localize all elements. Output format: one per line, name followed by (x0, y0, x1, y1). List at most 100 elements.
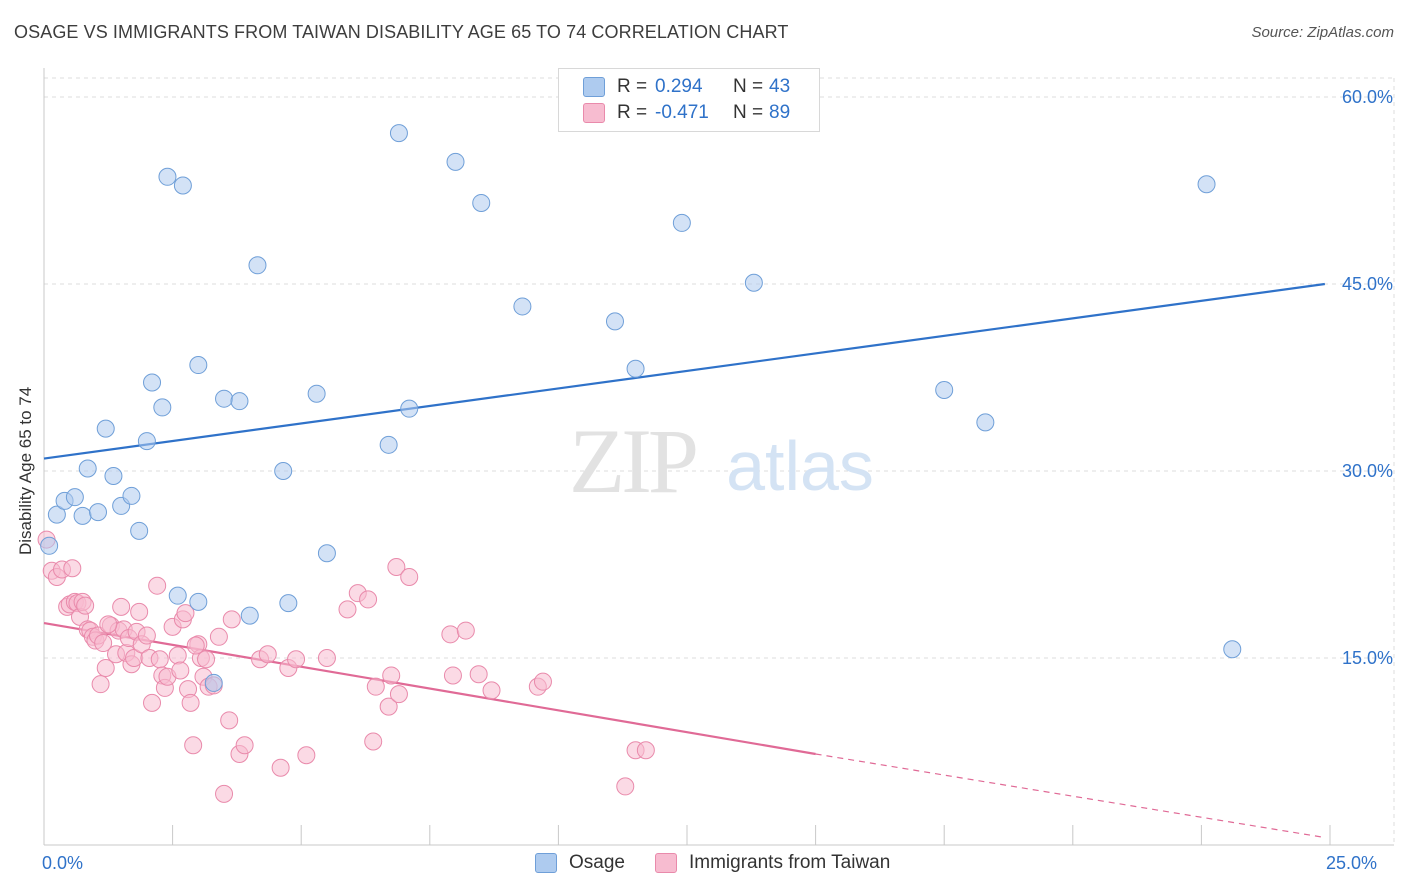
osage-point (379, 435, 398, 454)
taiwan-point (171, 661, 190, 680)
osage-point (65, 488, 84, 507)
taiwan-point (176, 604, 195, 623)
taiwan-trend-line (43, 622, 816, 756)
taiwan-swatch (583, 103, 605, 123)
taiwan-point (181, 693, 200, 712)
taiwan-point (359, 590, 378, 609)
taiwan-point (400, 567, 419, 586)
taiwan-point (222, 610, 241, 629)
legend-item-osage[interactable]: Osage (535, 852, 625, 874)
taiwan-point (636, 741, 655, 760)
taiwan-point (443, 666, 462, 685)
osage-point (130, 521, 149, 540)
osage-point (40, 536, 59, 555)
osage-point (215, 389, 234, 408)
taiwan-point (130, 602, 149, 621)
osage-point (89, 503, 108, 522)
taiwan-point (441, 625, 460, 644)
stats-legend-row-osage: R = 0.294 N = 43 (583, 74, 790, 100)
taiwan-point (220, 711, 239, 730)
chart-title: OSAGE VS IMMIGRANTS FROM TAIWAN DISABILI… (14, 22, 789, 42)
osage-point (976, 413, 995, 432)
osage-point (307, 384, 326, 403)
taiwan-point (469, 665, 488, 684)
taiwan-point (143, 693, 162, 712)
osage-point (279, 594, 298, 613)
osage-point (472, 193, 491, 212)
osage-swatch (583, 77, 605, 97)
taiwan-point (209, 627, 228, 646)
trend-lines (43, 282, 1326, 839)
taiwan-point (382, 666, 401, 685)
watermark-atlas: atlas (726, 427, 874, 505)
taiwan-point (94, 634, 113, 653)
osage-legend-swatch (535, 853, 557, 873)
osage-point (122, 486, 141, 505)
osage-point (137, 432, 156, 451)
grid-lines (44, 77, 1395, 845)
taiwan-point (112, 597, 131, 616)
osage-point (274, 462, 293, 480)
osage-point (744, 273, 763, 292)
data-points (37, 124, 1242, 803)
osage-trend-line (43, 282, 1326, 460)
taiwan-point (91, 675, 110, 694)
taiwan-point (616, 777, 635, 796)
taiwan-point (317, 649, 336, 667)
legend-item-taiwan[interactable]: Immigrants from Taiwan (655, 852, 890, 874)
legend-label-osage: Osage (569, 852, 625, 873)
taiwan-point (96, 658, 115, 677)
y-tick-label: 15.0% (1342, 648, 1393, 668)
osage-point (935, 380, 954, 399)
osage-point (400, 399, 419, 418)
osage-point (513, 297, 532, 316)
taiwan-point (482, 681, 501, 700)
osage-point (189, 592, 208, 611)
source-label: Source: ZipAtlas.com (1251, 24, 1394, 41)
y-tick-label: 60.0% (1342, 87, 1393, 107)
taiwan-point (387, 557, 406, 576)
osage-point (317, 544, 336, 563)
osage-point (672, 213, 691, 232)
stats-legend-row-taiwan: R = -0.471 N = 89 (583, 100, 790, 126)
taiwan-point (287, 650, 306, 669)
n-value: 89 (769, 102, 791, 123)
r-label: R = (617, 102, 648, 123)
osage-point (47, 505, 66, 524)
taiwan-point (271, 758, 290, 777)
taiwan-point (184, 736, 203, 755)
osage-point (446, 152, 465, 171)
y-tick-label: 45.0% (1342, 274, 1393, 294)
osage-point (389, 124, 408, 143)
osage-point (96, 419, 115, 438)
taiwan-point (148, 576, 167, 595)
osage-point (189, 356, 208, 375)
taiwan-point (150, 650, 169, 669)
axes (43, 68, 1394, 846)
osage-point (626, 359, 645, 378)
n-value: 43 (769, 76, 791, 97)
y-tick-labels: 15.0% 30.0% 45.0% 60.0% (1342, 87, 1393, 668)
taiwan-point (197, 650, 216, 669)
osage-point (73, 506, 92, 525)
x-tick-label-max: 25.0% (1326, 853, 1378, 873)
taiwan-point (389, 685, 408, 704)
osage-point (158, 167, 177, 186)
osage-point (153, 398, 172, 417)
osage-point (143, 373, 162, 392)
n-label: N = (733, 76, 764, 97)
taiwan-trend-extension (815, 753, 1325, 839)
osage-point (173, 176, 192, 195)
osage-point (605, 312, 624, 331)
taiwan-point (258, 645, 277, 664)
stats-legend: R = 0.294 N = 43 R = -0.471 N = 89 (558, 68, 820, 132)
taiwan-point (137, 626, 156, 645)
y-axis-label: Disability Age 65 to 74 (16, 386, 35, 555)
osage-point (240, 606, 259, 625)
taiwan-point (533, 672, 552, 691)
taiwan-point (364, 732, 383, 751)
x-tick-label-min: 0.0% (42, 853, 84, 873)
r-value: 0.294 (655, 76, 703, 97)
taiwan-point (99, 615, 118, 634)
